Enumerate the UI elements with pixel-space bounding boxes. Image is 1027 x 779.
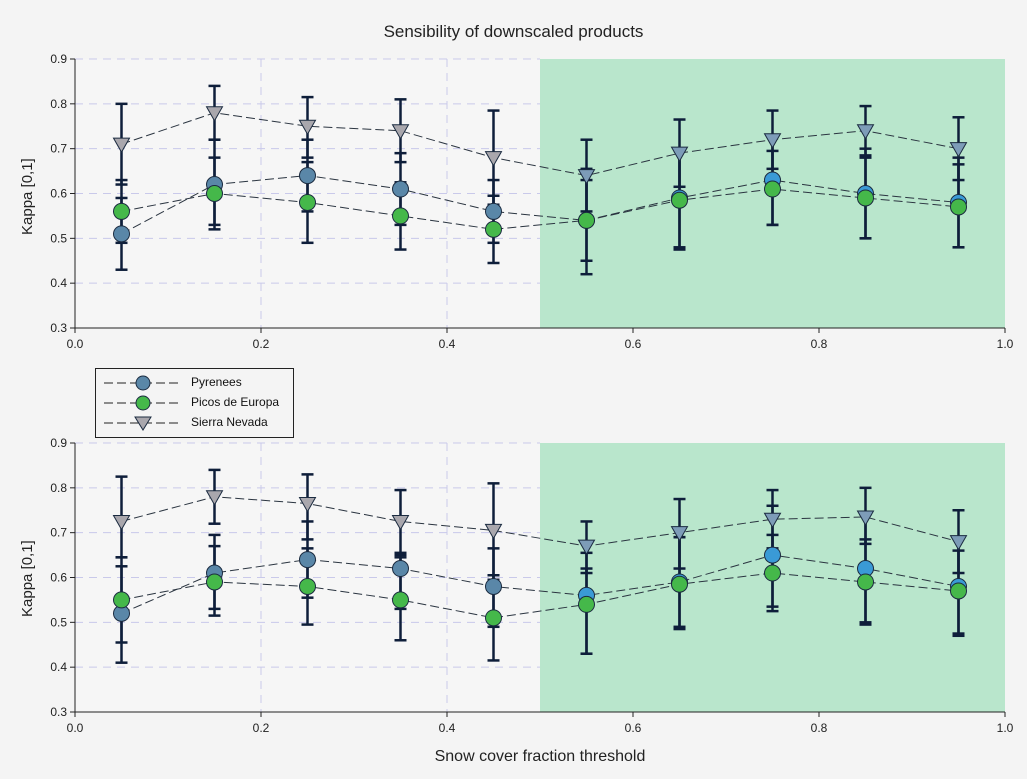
data-point-picos-1 bbox=[485, 609, 502, 627]
data-point-pyrenees-0 bbox=[113, 225, 130, 243]
y-tick-label-1: 0.5 bbox=[50, 615, 67, 629]
data-point-sierra-1 bbox=[670, 526, 689, 542]
data-point-picos-1 bbox=[857, 573, 874, 591]
data-point-sierra-0 bbox=[670, 146, 689, 163]
legend-label-sierra: Sierra Nevada bbox=[191, 415, 268, 429]
x-tick-label-0: 0.6 bbox=[625, 337, 642, 351]
data-point-picos-0 bbox=[392, 207, 409, 225]
data-point-sierra-1 bbox=[298, 497, 317, 513]
data-point-picos-0 bbox=[113, 202, 130, 220]
data-point-picos-1 bbox=[113, 591, 130, 609]
legend-item-picos: Picos de Europa bbox=[96, 393, 293, 413]
data-point-picos-0 bbox=[857, 189, 874, 207]
data-point-sierra-0 bbox=[763, 133, 782, 149]
data-point-picos-1 bbox=[764, 564, 781, 582]
x-tick-label-1: 1.0 bbox=[997, 721, 1014, 735]
y-tick-label-0: 0.3 bbox=[50, 321, 67, 335]
y-tick-label-1: 0.7 bbox=[50, 526, 67, 540]
series-line-picos-1 bbox=[121, 572, 959, 619]
series-line-pyrenees-0 bbox=[121, 175, 959, 235]
data-point-sierra-1 bbox=[949, 535, 968, 551]
x-tick-label-0: 1.0 bbox=[997, 337, 1014, 351]
legend-label-picos: Picos de Europa bbox=[191, 395, 280, 409]
x-tick-label-0: 0.0 bbox=[67, 337, 84, 351]
legend-item-sierra: Sierra Nevada bbox=[96, 413, 293, 433]
y-tick-label-1: 0.3 bbox=[50, 705, 67, 719]
x-axis-label: Snow cover fraction threshold bbox=[434, 748, 646, 765]
data-point-picos-0 bbox=[950, 198, 967, 216]
data-point-sierra-1 bbox=[484, 523, 503, 540]
y-tick-label-1: 0.6 bbox=[50, 571, 67, 585]
data-point-sierra-0 bbox=[577, 169, 596, 185]
x-tick-label-1: 0.0 bbox=[67, 721, 84, 735]
data-point-picos-1 bbox=[299, 577, 316, 595]
x-tick-label-0: 0.4 bbox=[439, 337, 456, 351]
y-tick-label-1: 0.4 bbox=[50, 660, 67, 674]
data-point-sierra-0 bbox=[484, 151, 503, 167]
data-point-picos-1 bbox=[206, 573, 223, 591]
y-tick-label-0: 0.6 bbox=[50, 187, 67, 201]
data-point-picos-0 bbox=[578, 211, 595, 229]
data-point-pyrenees-1 bbox=[485, 577, 502, 595]
x-tick-label-0: 0.2 bbox=[253, 337, 270, 351]
data-point-picos-1 bbox=[671, 575, 688, 593]
x-tick-label-1: 0.6 bbox=[625, 721, 642, 735]
y-tick-label-0: 0.5 bbox=[50, 231, 67, 245]
data-point-pyrenees-0 bbox=[299, 167, 316, 185]
series-line-sierra-1 bbox=[121, 496, 959, 547]
series-line-sierra-0 bbox=[121, 112, 959, 177]
data-point-picos-0 bbox=[485, 220, 502, 238]
data-point-picos-1 bbox=[578, 595, 595, 613]
x-tick-label-0: 0.8 bbox=[811, 337, 828, 351]
data-point-sierra-0 bbox=[205, 106, 224, 122]
data-point-sierra-1 bbox=[205, 490, 224, 506]
data-point-picos-1 bbox=[950, 582, 967, 600]
data-point-sierra-0 bbox=[391, 124, 410, 140]
x-tick-label-1: 0.8 bbox=[811, 721, 828, 735]
data-point-picos-0 bbox=[671, 191, 688, 209]
x-tick-label-1: 0.4 bbox=[439, 721, 456, 735]
data-point-sierra-1 bbox=[577, 539, 596, 556]
series-line-picos-0 bbox=[121, 188, 959, 230]
legend: Pyrenees Picos de Europa Sierra Nevada bbox=[95, 368, 294, 438]
data-point-sierra-1 bbox=[391, 514, 410, 531]
data-point-sierra-1 bbox=[112, 514, 131, 531]
y-tick-label-0: 0.8 bbox=[50, 97, 67, 111]
chart-title: Sensibility of downscaled products bbox=[383, 22, 644, 41]
data-point-picos-0 bbox=[764, 180, 781, 198]
legend-item-pyrenees: Pyrenees bbox=[96, 373, 293, 393]
data-point-sierra-1 bbox=[856, 510, 875, 526]
data-point-pyrenees-1 bbox=[392, 560, 409, 578]
data-point-picos-0 bbox=[206, 185, 223, 202]
data-point-sierra-0 bbox=[856, 124, 875, 140]
data-point-sierra-0 bbox=[112, 137, 131, 154]
legend-label-pyrenees: Pyrenees bbox=[191, 375, 242, 389]
data-point-sierra-0 bbox=[298, 119, 317, 136]
data-point-pyrenees-0 bbox=[485, 202, 502, 220]
y-tick-label-0: 0.4 bbox=[50, 276, 67, 290]
data-point-picos-1 bbox=[392, 591, 409, 609]
y-tick-label-1: 0.9 bbox=[50, 436, 67, 450]
data-point-pyrenees-0 bbox=[392, 180, 409, 198]
data-point-picos-0 bbox=[299, 193, 316, 211]
data-point-sierra-0 bbox=[949, 142, 968, 158]
data-point-pyrenees-1 bbox=[764, 546, 781, 564]
y-tick-label-0: 0.9 bbox=[50, 52, 67, 66]
x-tick-label-1: 0.2 bbox=[253, 721, 270, 735]
series-line-pyrenees-1 bbox=[121, 554, 959, 614]
y-tick-label-0: 0.7 bbox=[50, 142, 67, 156]
data-point-pyrenees-1 bbox=[299, 551, 316, 569]
data-point-sierra-1 bbox=[763, 512, 782, 529]
y-tick-label-1: 0.8 bbox=[50, 481, 67, 495]
